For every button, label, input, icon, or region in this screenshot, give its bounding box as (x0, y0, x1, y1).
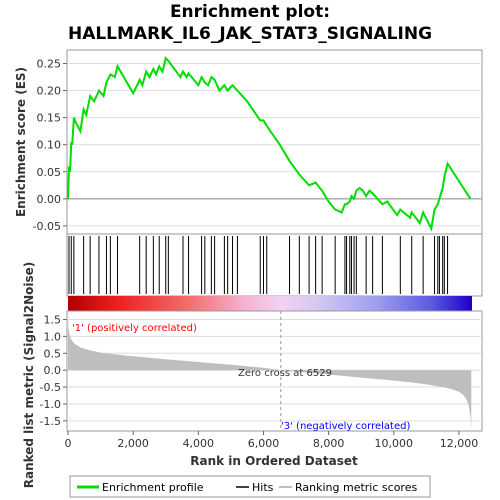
hits-panel (66, 233, 483, 297)
legend-metric-label: Ranking metric scores (295, 481, 417, 494)
metric-ytick-label: -1.0 (40, 398, 61, 411)
metric-xtick-label: 8,000 (313, 437, 345, 450)
metric-ytick-label: 0.5 (44, 347, 62, 360)
metric-ytick-label: 1.5 (44, 313, 62, 326)
ranking-metric-area (68, 311, 472, 430)
es-ytick-label: 0.15 (37, 112, 62, 125)
enrichment-profile-line (67, 56, 472, 232)
metric-xtick-label: 6,000 (248, 437, 280, 450)
es-ylabel: Enrichment score (ES) (14, 67, 28, 217)
es-ytick-label: 0.20 (37, 85, 62, 98)
es-plot-frame (66, 49, 483, 235)
es-ytick-label: 0.25 (37, 58, 62, 71)
es-panel: -0.05 0.00 0.05 0.10 0.15 0.20 0.25 Enrichment… (14, 49, 483, 235)
es-grid (67, 63, 482, 227)
ranking-color-bar (68, 296, 472, 311)
metric-ytick-label: 1.0 (44, 330, 62, 343)
legend-profile-label: Enrichment profile (102, 481, 204, 494)
es-ytick-label: 0.05 (37, 166, 62, 179)
metric-yticks: -1.5 -1.0 -0.5 0.0 0.5 1.0 1.5 (40, 313, 67, 428)
metric-panel: -1.5 -1.0 -0.5 0.0 0.5 1.0 1.5 0 2,000 4,000 6,00… (22, 262, 483, 489)
metric-ytick-label: -1.5 (40, 415, 61, 428)
chart-title-line1: Enrichment plot: (170, 2, 330, 22)
negative-correlation-label: '3' (negatively correlated) (281, 421, 410, 432)
legend-hits-label: Hits (252, 481, 274, 494)
metric-ytick-label: -0.5 (40, 381, 61, 394)
chart-title-line2: HALLMARK_IL6_JAK_STAT3_SIGNALING (68, 24, 432, 44)
zero-cross-label: Zero cross at 6529 (238, 368, 332, 379)
metric-ytick-label: 0.0 (44, 364, 62, 377)
es-ytick-label: -0.05 (33, 220, 61, 233)
ranking-color-ramp (68, 296, 472, 311)
metric-xtick-label: 10,000 (375, 437, 414, 450)
hit-lines (68, 236, 449, 294)
es-yticks: -0.05 0.00 0.05 0.10 0.15 0.20 0.25 (33, 58, 67, 233)
es-ytick-label: 0.00 (37, 193, 62, 206)
metric-xlabel: Rank in Ordered Dataset (190, 454, 358, 468)
es-ytick-label: 0.10 (37, 139, 62, 152)
metric-xtick-label: 0 (65, 437, 72, 450)
metric-xtick-label: 2,000 (117, 437, 149, 450)
hits-frame (66, 233, 483, 297)
metric-xtick-label: 12,000 (440, 437, 479, 450)
positive-correlation-label: '1' (positively correlated) (72, 323, 197, 334)
legend-box (69, 475, 431, 498)
metric-xtick-label: 4,000 (183, 437, 215, 450)
metric-xticks: 0 2,000 4,000 6,000 8,000 10,000 12,000 (65, 431, 479, 450)
legend: Enrichment profile Hits Ranking metric s… (69, 475, 431, 498)
metric-ylabel: Ranked list metric (Signal2Noise) (22, 262, 36, 489)
